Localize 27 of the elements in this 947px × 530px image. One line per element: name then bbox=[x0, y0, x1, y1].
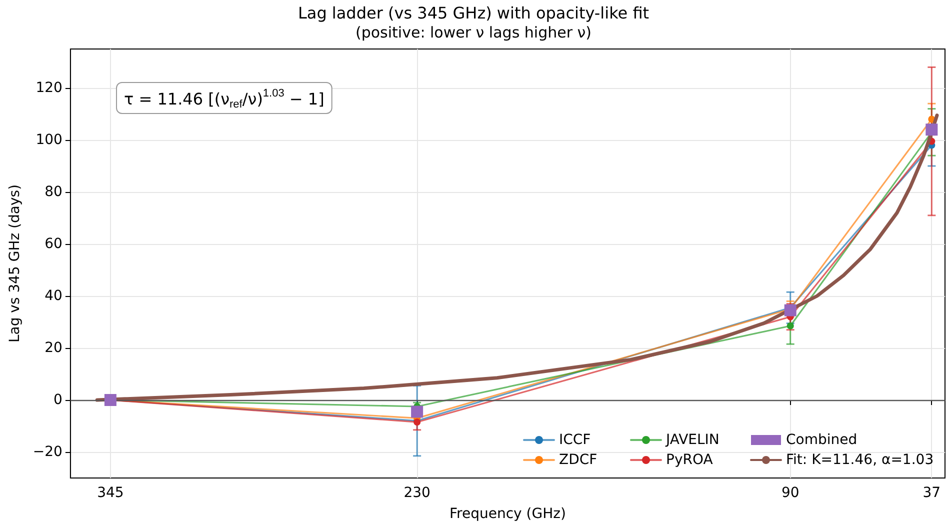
legend-label: PyROA bbox=[666, 452, 714, 468]
y-tick-label: 20 bbox=[44, 340, 62, 356]
point bbox=[786, 322, 794, 330]
legend-label: ZDCF bbox=[559, 452, 598, 468]
point bbox=[104, 394, 116, 406]
y-tick-label: −20 bbox=[32, 444, 62, 460]
x-tick-label: 345 bbox=[97, 485, 124, 501]
y-tick-label: 100 bbox=[36, 132, 62, 148]
x-tick-label: 90 bbox=[781, 485, 800, 501]
chart-subtitle: (positive: lower ν lags higher ν) bbox=[356, 24, 592, 42]
y-tick-label: 80 bbox=[44, 184, 62, 200]
y-tick-label: 40 bbox=[44, 288, 62, 304]
x-axis-title: Frequency (GHz) bbox=[450, 506, 566, 522]
point bbox=[411, 406, 424, 418]
legend-label: JAVELIN bbox=[665, 432, 720, 448]
chart-title: Lag ladder (vs 345 GHz) with opacity-like fit bbox=[298, 4, 650, 22]
y-axis-title: Lag vs 345 GHz (days) bbox=[7, 184, 23, 343]
legend-label: Fit: K=11.46, α=1.03 bbox=[786, 452, 934, 468]
legend-label: ICCF bbox=[559, 432, 591, 448]
y-tick-label: 120 bbox=[36, 80, 62, 96]
point bbox=[784, 304, 796, 316]
x-tick-label: 37 bbox=[922, 485, 941, 501]
y-tick-label: 60 bbox=[44, 236, 62, 252]
point bbox=[926, 124, 938, 136]
legend-label: Combined bbox=[786, 432, 858, 448]
y-tick-label: 0 bbox=[54, 392, 62, 408]
x-tick-label: 230 bbox=[404, 485, 430, 501]
